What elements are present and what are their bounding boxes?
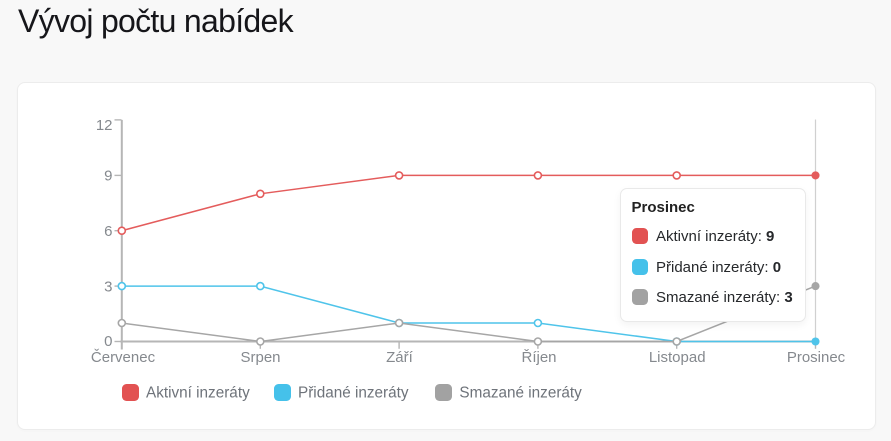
svg-text:9: 9 <box>104 168 112 185</box>
svg-text:Srpen: Srpen <box>240 349 280 366</box>
svg-text:Prosinec: Prosinec <box>787 349 846 366</box>
svg-text:Listopad: Listopad <box>649 349 706 366</box>
svg-text:Září: Září <box>386 349 414 366</box>
svg-text:Červenec: Červenec <box>91 349 156 366</box>
svg-text:Říjen: Říjen <box>521 349 556 366</box>
svg-text:6: 6 <box>104 223 112 240</box>
svg-text:0: 0 <box>104 333 112 350</box>
svg-text:3: 3 <box>104 278 112 295</box>
svg-text:12: 12 <box>96 117 113 134</box>
